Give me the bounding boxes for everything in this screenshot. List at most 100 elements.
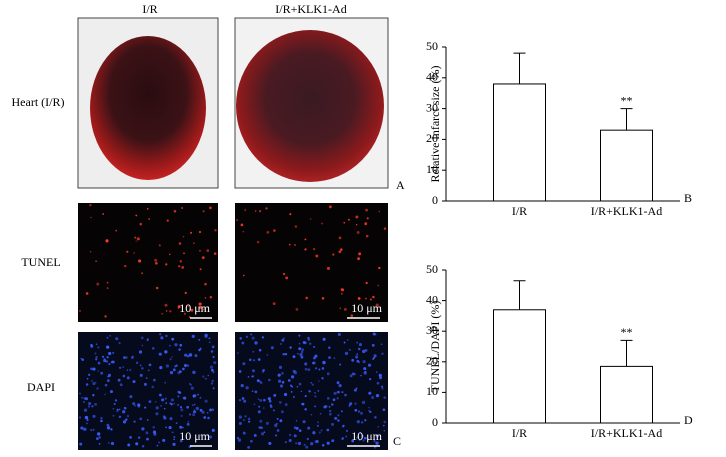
cell-dot: [123, 406, 127, 410]
cell-dot: [116, 408, 119, 411]
cell-dot: [179, 406, 183, 409]
cell-dot: [158, 244, 161, 247]
cell-dot: [169, 358, 172, 361]
cell-dot: [356, 341, 359, 344]
cell-dot: [328, 412, 332, 416]
cell-dot: [178, 242, 182, 245]
cell-dot: [380, 343, 383, 346]
cell-dot: [114, 399, 118, 402]
cell-dot: [87, 373, 91, 377]
cell-dot: [164, 397, 167, 400]
cell-dot: [369, 298, 372, 301]
cell-dot: [85, 292, 89, 295]
cell-dot: [265, 207, 268, 210]
cell-dot: [381, 385, 384, 388]
cell-dot: [282, 352, 285, 356]
cell-dot: [362, 435, 364, 437]
cell-dot: [155, 286, 159, 290]
cell-dot: [108, 351, 112, 356]
cell-dot: [351, 372, 355, 376]
cell-dot: [348, 404, 351, 407]
significance-label: **: [621, 325, 633, 339]
cell-dot: [158, 352, 162, 356]
cell-dot: [298, 347, 302, 351]
cell-dot: [94, 381, 97, 384]
scale-bar-label: 10 μm: [179, 301, 210, 315]
cell-dot: [353, 388, 357, 392]
cell-dot: [381, 352, 384, 355]
column-label: I/R: [142, 2, 157, 16]
cell-dot: [295, 308, 299, 311]
cell-dot: [107, 373, 112, 377]
cell-dot: [374, 416, 377, 419]
dapi-photo: [78, 332, 218, 450]
cell-dot: [186, 405, 190, 409]
cell-dot: [148, 363, 152, 367]
cell-dot: [383, 227, 387, 230]
bar: [600, 365, 653, 424]
cell-dot: [173, 209, 177, 213]
cell-dot: [304, 238, 307, 241]
cell-dot: [373, 356, 376, 359]
cell-dot: [342, 424, 345, 427]
cell-dot: [269, 404, 272, 407]
y-tick-label: 50: [426, 262, 438, 276]
panel-label: A: [396, 178, 405, 192]
cell-dot: [197, 393, 200, 396]
cell-dot: [377, 426, 379, 428]
cell-dot: [104, 383, 108, 387]
cell-dot: [173, 438, 175, 441]
cell-dot: [135, 361, 139, 365]
cell-dot: [338, 250, 342, 254]
cell-dot: [198, 348, 201, 352]
cell-dot: [192, 413, 196, 417]
cell-dot: [307, 338, 310, 341]
cell-dot: [292, 355, 296, 359]
cell-dot: [303, 341, 307, 345]
cell-dot: [259, 419, 263, 423]
cell-dot: [347, 218, 350, 221]
cell-dot: [358, 438, 361, 441]
cell-dot: [165, 263, 168, 266]
cell-dot: [159, 333, 162, 336]
cell-dot: [354, 408, 358, 412]
cell-dot: [106, 281, 109, 284]
cell-dot: [190, 383, 192, 386]
cell-dot: [266, 354, 269, 356]
cell-dot: [237, 352, 239, 354]
y-axis-label: Relative infarct size (%): [428, 66, 442, 183]
cell-dot: [356, 420, 360, 424]
cell-dot: [309, 218, 312, 220]
cell-dot: [152, 426, 155, 429]
cell-dot: [368, 392, 371, 395]
cell-dot: [293, 370, 298, 375]
cell-dot: [106, 356, 109, 359]
cell-dot: [192, 370, 196, 375]
cell-dot: [154, 258, 158, 262]
error-bar: [620, 108, 633, 131]
cell-dot: [334, 416, 338, 420]
cell-dot: [165, 426, 167, 429]
tunel-photo: [78, 203, 218, 322]
cell-dot: [201, 256, 205, 260]
cell-dot: [259, 399, 263, 402]
cell-dot: [257, 358, 261, 361]
cell-dot: [135, 442, 139, 446]
cell-dot: [290, 391, 293, 393]
cell-dot: [90, 216, 92, 219]
cell-dot: [311, 383, 314, 386]
cell-dot: [145, 431, 149, 435]
cell-dot: [340, 248, 343, 251]
cell-dot: [260, 432, 265, 436]
cell-dot: [94, 402, 98, 406]
cell-dot: [304, 367, 308, 371]
cell-dot: [258, 209, 262, 213]
cell-dot: [188, 353, 192, 357]
cell-dot: [328, 205, 332, 209]
cell-dot: [191, 404, 194, 407]
x-tick-label: I/R+KLK1-Ad: [591, 426, 662, 440]
cell-dot: [357, 257, 360, 261]
cell-dot: [312, 431, 316, 435]
cell-dot: [183, 312, 187, 315]
cell-dot: [314, 395, 317, 398]
